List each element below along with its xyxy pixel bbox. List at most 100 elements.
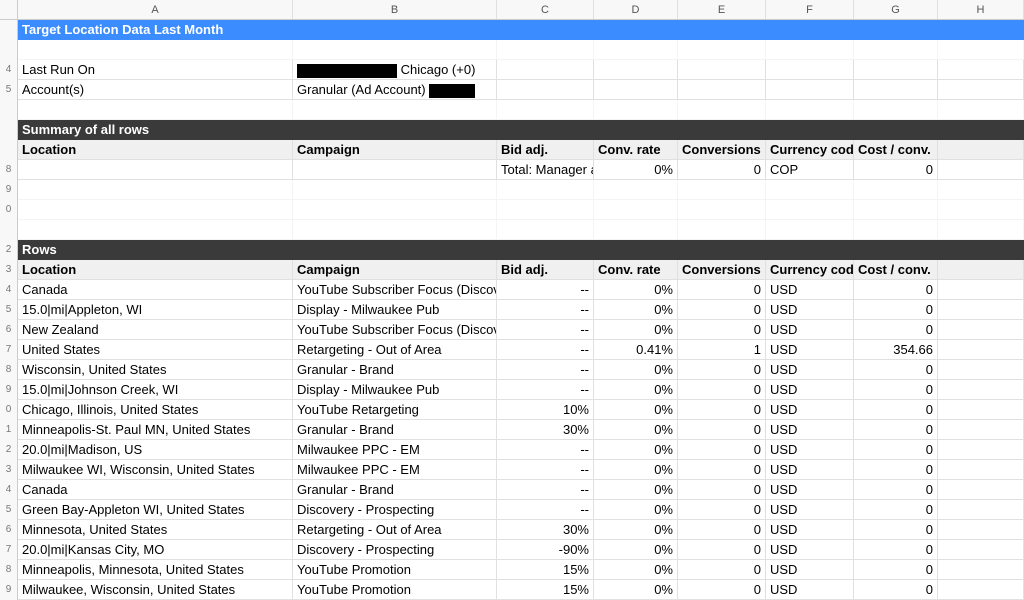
cell-campaign[interactable]: Retargeting - Out of Area xyxy=(293,340,497,360)
cell-conv-rate[interactable]: 0% xyxy=(594,480,678,500)
cell-cost-conv[interactable]: 0 xyxy=(854,320,938,340)
cell-cost-conv[interactable]: 0 xyxy=(854,440,938,460)
col-bid-adj[interactable]: Bid adj. xyxy=(497,140,594,160)
cell-conversions[interactable]: 0 xyxy=(678,440,766,460)
row-number[interactable]: 7 xyxy=(0,540,18,560)
cell-bid-adj[interactable]: -- xyxy=(497,460,594,480)
cell-campaign[interactable]: Milwaukee PPC - EM xyxy=(293,440,497,460)
cell-location[interactable]: 15.0|mi|Appleton, WI xyxy=(18,300,293,320)
row-number[interactable]: 5 xyxy=(0,500,18,520)
cell-campaign[interactable]: Discovery - Prospecting xyxy=(293,500,497,520)
row-number[interactable]: 8 xyxy=(0,160,18,180)
col-header-e[interactable]: E xyxy=(678,0,766,19)
cell-bid-adj[interactable]: 15% xyxy=(497,560,594,580)
cell-campaign[interactable]: Granular - Brand xyxy=(293,360,497,380)
cell-currency[interactable]: USD xyxy=(766,320,854,340)
cell-location[interactable]: Milwaukee WI, Wisconsin, United States xyxy=(18,460,293,480)
last-run-label[interactable]: Last Run On xyxy=(18,60,293,80)
cell-bid-adj[interactable]: 30% xyxy=(497,520,594,540)
col-cost-conv[interactable]: Cost / conv. xyxy=(854,140,938,160)
row-number[interactable] xyxy=(0,140,18,160)
row-number[interactable]: 0 xyxy=(0,200,18,220)
row-number[interactable]: 4 xyxy=(0,60,18,80)
row-number[interactable]: 9 xyxy=(0,380,18,400)
cell-bid-adj[interactable]: 15% xyxy=(497,580,594,600)
last-run-value[interactable]: Chicago (+0) xyxy=(293,60,497,80)
col-location[interactable]: Location xyxy=(18,140,293,160)
row-number[interactable]: 4 xyxy=(0,280,18,300)
col-campaign[interactable]: Campaign xyxy=(293,260,497,280)
cell-campaign[interactable]: Granular - Brand xyxy=(293,420,497,440)
cell-conversions[interactable]: 0 xyxy=(678,480,766,500)
col-cost-conv[interactable]: Cost / conv. xyxy=(854,260,938,280)
col-header-g[interactable]: G xyxy=(854,0,938,19)
cell-cost-conv[interactable]: 0 xyxy=(854,520,938,540)
col-conversions[interactable]: Conversions xyxy=(678,260,766,280)
cell-conversions[interactable]: 0 xyxy=(678,360,766,380)
cell-campaign[interactable]: Display - Milwaukee Pub xyxy=(293,300,497,320)
cell-campaign[interactable]: YouTube Subscriber Focus (Discovery) xyxy=(293,280,497,300)
cell-cost-conv[interactable]: 0 xyxy=(854,280,938,300)
cell-conv-rate[interactable]: 0% xyxy=(594,520,678,540)
cell-bid-adj[interactable]: -90% xyxy=(497,540,594,560)
summary-location[interactable] xyxy=(18,160,293,180)
cell-cost-conv[interactable]: 0 xyxy=(854,500,938,520)
row-number[interactable]: 5 xyxy=(0,80,18,100)
cell-bid-adj[interactable]: -- xyxy=(497,440,594,460)
cell-conv-rate[interactable]: 0% xyxy=(594,540,678,560)
row-number[interactable]: 7 xyxy=(0,340,18,360)
cell-currency[interactable]: USD xyxy=(766,360,854,380)
cell-conversions[interactable]: 0 xyxy=(678,500,766,520)
col-header-f[interactable]: F xyxy=(766,0,854,19)
cell-location[interactable]: United States xyxy=(18,340,293,360)
cell-cost-conv[interactable]: 0 xyxy=(854,540,938,560)
summary-conversions[interactable]: 0 xyxy=(678,160,766,180)
cell-campaign[interactable]: Milwaukee PPC - EM xyxy=(293,460,497,480)
cell-conversions[interactable]: 0 xyxy=(678,460,766,480)
cell-currency[interactable]: USD xyxy=(766,280,854,300)
col-header-d[interactable]: D xyxy=(594,0,678,19)
cell-conv-rate[interactable]: 0.41% xyxy=(594,340,678,360)
cell-currency[interactable]: USD xyxy=(766,380,854,400)
cell-currency[interactable]: USD xyxy=(766,480,854,500)
row-number[interactable]: 5 xyxy=(0,300,18,320)
section-summary-label[interactable]: Summary of all rows xyxy=(18,120,293,140)
row-number[interactable] xyxy=(0,20,18,40)
cell-cost-conv[interactable]: 0 xyxy=(854,400,938,420)
cell-cost-conv[interactable]: 354.66 xyxy=(854,340,938,360)
col-campaign[interactable]: Campaign xyxy=(293,140,497,160)
summary-campaign[interactable] xyxy=(293,160,497,180)
accounts-value[interactable]: Granular (Ad Account) xyxy=(293,80,497,100)
accounts-label[interactable]: Account(s) xyxy=(18,80,293,100)
row-number[interactable]: 9 xyxy=(0,180,18,200)
cell-conv-rate[interactable]: 0% xyxy=(594,460,678,480)
cell-cost-conv[interactable]: 0 xyxy=(854,560,938,580)
cell-bid-adj[interactable]: -- xyxy=(497,320,594,340)
cell-location[interactable]: Milwaukee, Wisconsin, United States xyxy=(18,580,293,600)
cell-bid-adj[interactable]: -- xyxy=(497,500,594,520)
cell-bid-adj[interactable]: -- xyxy=(497,380,594,400)
cell-bid-adj[interactable]: 30% xyxy=(497,420,594,440)
cell-currency[interactable]: USD xyxy=(766,520,854,540)
cell-cost-conv[interactable]: 0 xyxy=(854,380,938,400)
row-number[interactable] xyxy=(0,120,18,140)
cell-conv-rate[interactable]: 0% xyxy=(594,440,678,460)
cell-cost-conv[interactable]: 0 xyxy=(854,300,938,320)
row-number[interactable]: 0 xyxy=(0,400,18,420)
col-conv-rate[interactable]: Conv. rate xyxy=(594,140,678,160)
cell-conversions[interactable]: 0 xyxy=(678,540,766,560)
cell-conversions[interactable]: 0 xyxy=(678,300,766,320)
section-rows-label[interactable]: Rows xyxy=(18,240,293,260)
cell-campaign[interactable]: YouTube Retargeting xyxy=(293,400,497,420)
cell-location[interactable]: Green Bay-Appleton WI, United States xyxy=(18,500,293,520)
cell-cost-conv[interactable]: 0 xyxy=(854,580,938,600)
row-number[interactable]: 2 xyxy=(0,440,18,460)
cell-campaign[interactable]: Retargeting - Out of Area xyxy=(293,520,497,540)
col-header-a[interactable]: A xyxy=(18,0,293,19)
cell-currency[interactable]: USD xyxy=(766,580,854,600)
cell-conv-rate[interactable]: 0% xyxy=(594,380,678,400)
cell-conversions[interactable]: 0 xyxy=(678,580,766,600)
cell-conv-rate[interactable]: 0% xyxy=(594,280,678,300)
summary-cost-conv[interactable]: 0 xyxy=(854,160,938,180)
cell-campaign[interactable]: YouTube Promotion xyxy=(293,580,497,600)
